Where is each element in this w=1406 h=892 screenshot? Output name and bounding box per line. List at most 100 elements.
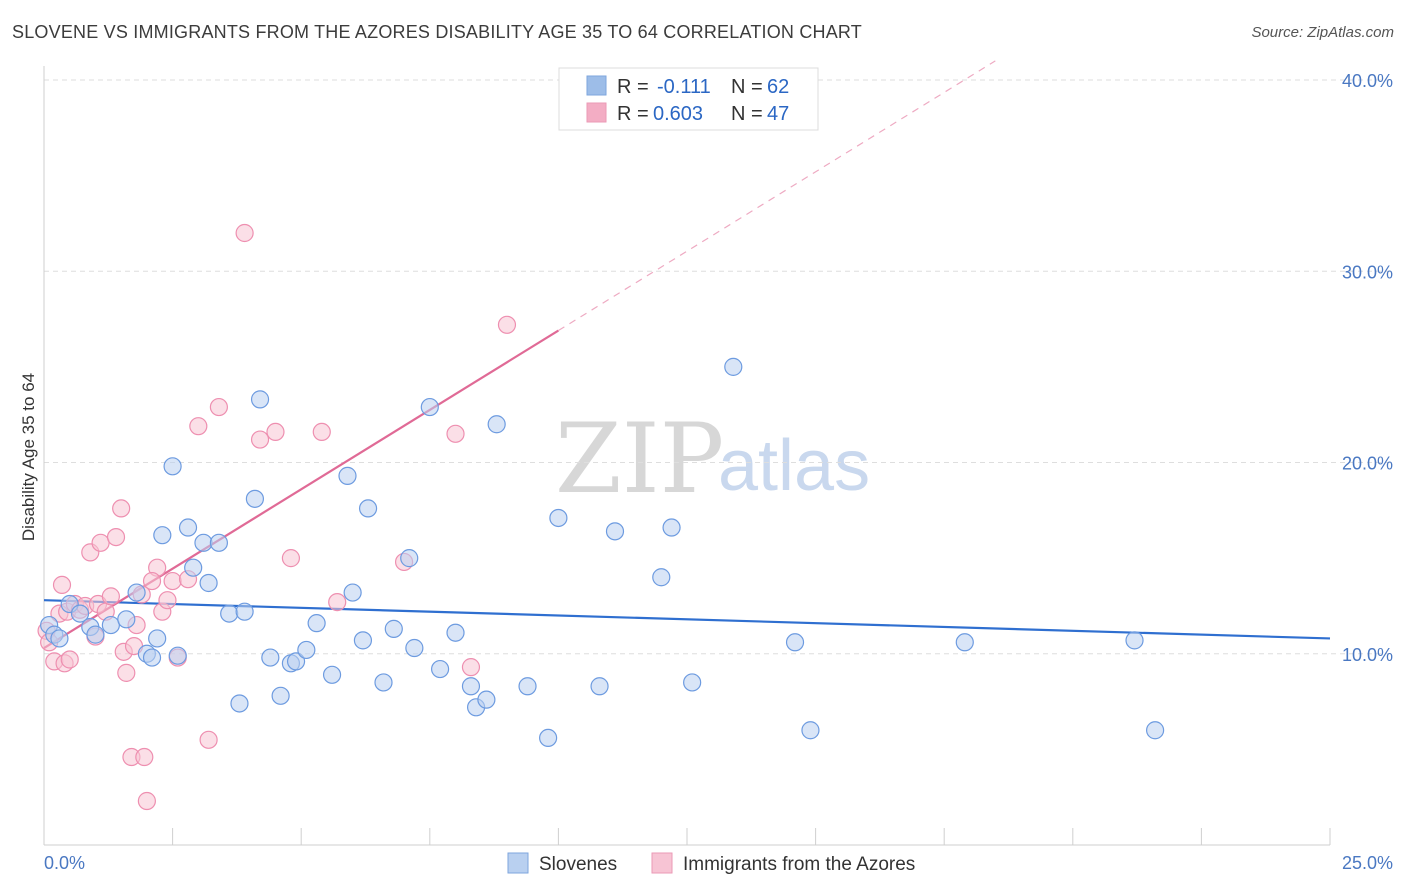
slovenes-point-32: [322, 665, 342, 684]
bottom-legend-swatch-azores: [651, 852, 673, 874]
legend-n-value-1: 62: [767, 76, 789, 98]
slovenes-point-40: [405, 638, 424, 658]
slovenes-point-57: [785, 633, 805, 652]
legend-r-value-1: -0.111: [657, 76, 711, 98]
slovenes-point-42: [430, 659, 450, 679]
legend-n-value-2: 47: [767, 103, 789, 125]
azores-point-14: [91, 533, 110, 552]
azores-point-18: [112, 499, 131, 518]
slovenes-point-4: [70, 604, 90, 623]
slovenes-point-24: [245, 489, 265, 508]
slovenes-point-12: [148, 629, 167, 648]
slovenes-point-58: [801, 721, 820, 740]
legend-r-label-2: R =: [617, 103, 649, 125]
bottom-legend-label-azores: Immigrants from the Azores: [683, 854, 915, 875]
slovenes-point-41: [420, 397, 439, 417]
y-tick-label-1: 20.0%: [1342, 454, 1393, 474]
azores-point-37: [250, 430, 270, 449]
azores-point-26: [137, 791, 156, 811]
gridlines: [44, 79, 1393, 655]
slovenes-point-60: [1125, 631, 1144, 650]
watermark-atlas: atlas: [718, 426, 870, 506]
slovenes-point-55: [683, 673, 702, 692]
azores-point-34: [199, 730, 218, 749]
bottom-legend-label-slovenes: Slovenes: [539, 854, 617, 875]
slovenes-point-18: [194, 533, 213, 552]
slovenes-point-59: [955, 633, 974, 652]
slovenes-point-7: [101, 615, 120, 635]
azores-point-36: [235, 223, 254, 243]
slovenes-point-39: [400, 549, 419, 568]
chart-title: SLOVENE VS IMMIGRANTS FROM THE AZORES DI…: [12, 22, 863, 42]
slovenes-point-19: [199, 573, 218, 593]
azores-point-39: [281, 549, 301, 568]
azores-point-33: [189, 417, 208, 436]
azores-point-25: [135, 747, 154, 767]
axes: [43, 66, 1331, 846]
slovenes-point-46: [477, 690, 496, 709]
slovenes-point-35: [353, 631, 373, 650]
slovenes-point-11: [142, 648, 162, 667]
series-slovenes-points: [40, 357, 1165, 748]
trend-line-azores: [43, 329, 559, 649]
y-tick-label-2: 30.0%: [1342, 262, 1393, 282]
series-legend: Slovenes Immigrants from the Azores: [507, 852, 915, 875]
slovenes-point-52: [605, 522, 625, 541]
slovenes-point-30: [297, 640, 316, 660]
correlation-legend: R = -0.111 N = 62 R = 0.603 N = 47: [558, 67, 819, 131]
azores-point-20: [117, 663, 136, 682]
legend-n-label-2: N =: [731, 103, 763, 125]
y-axis-title: Disability Age 35 to 64: [19, 373, 38, 541]
slovenes-point-6: [86, 625, 105, 644]
slovenes-point-17: [184, 558, 203, 577]
slovenes-point-61: [1146, 721, 1165, 740]
trend-lines: [43, 60, 1331, 649]
slovenes-point-14: [163, 457, 182, 476]
slovenes-point-31: [307, 614, 326, 633]
x-tick-label-max: 25.0%: [1342, 853, 1393, 873]
azores-point-7: [60, 650, 79, 669]
legend-swatch-slovenes: [586, 75, 607, 96]
slovenes-point-51: [590, 677, 609, 696]
slovenes-point-49: [539, 728, 558, 748]
slovenes-point-16: [178, 518, 198, 537]
slovenes-point-13: [153, 526, 172, 545]
azores-point-30: [163, 571, 182, 591]
series-azores-points: [37, 223, 517, 811]
slovenes-point-56: [724, 357, 743, 376]
slovenes-point-29: [286, 652, 306, 671]
slovenes-point-33: [338, 466, 357, 485]
legend-n-label-1: N =: [731, 76, 763, 98]
slovenes-point-20: [209, 533, 228, 552]
azores-point-4: [52, 575, 72, 595]
slovenes-point-27: [271, 686, 290, 705]
slovenes-point-23: [235, 602, 254, 621]
slovenes-point-44: [461, 677, 481, 696]
azores-point-35: [209, 397, 228, 417]
y-tick-label-3: 40.0%: [1342, 71, 1393, 91]
azores-point-29: [158, 591, 177, 610]
legend-swatch-azores: [586, 102, 607, 123]
slovenes-point-50: [549, 508, 568, 528]
azores-point-46: [142, 571, 162, 591]
slovenes-point-53: [652, 568, 671, 587]
slovenes-point-25: [250, 390, 270, 409]
trend-line-slovenes: [43, 599, 1331, 640]
bottom-legend-swatch-slovenes: [507, 852, 529, 874]
slovenes-point-26: [261, 648, 280, 667]
legend-r-label-1: R =: [617, 76, 649, 98]
slovenes-point-9: [127, 583, 146, 602]
azores-point-16: [101, 587, 120, 606]
x-tick-label-min: 0.0%: [44, 853, 85, 873]
slovenes-point-2: [50, 629, 69, 648]
y-tick-labels: 10.0% 20.0% 30.0% 40.0%: [1342, 71, 1393, 665]
slovenes-point-54: [662, 518, 681, 537]
slovenes-point-38: [384, 619, 403, 638]
azores-point-41: [328, 593, 347, 612]
azores-point-38: [266, 422, 285, 441]
azores-point-44: [461, 658, 481, 677]
slovenes-point-43: [446, 623, 465, 642]
legend-r-value-2: 0.603: [653, 103, 703, 125]
azores-point-43: [446, 424, 465, 443]
